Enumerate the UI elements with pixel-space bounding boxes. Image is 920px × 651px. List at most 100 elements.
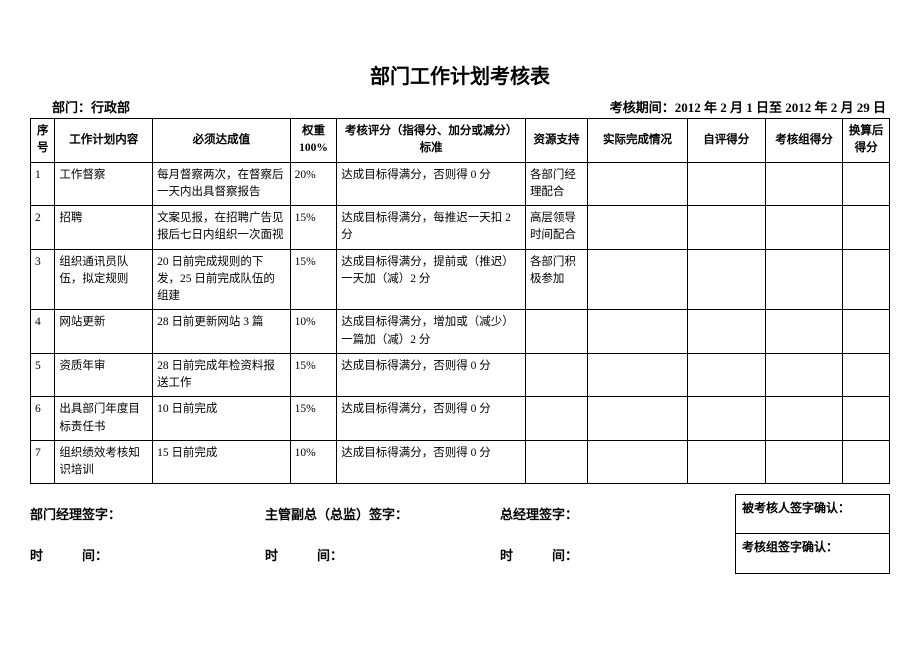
col-final: 换算后得分 — [843, 119, 890, 163]
table-header: 序号 工作计划内容 必须达成值 权重100% 考核评分（指得分、加分或减分）标准… — [31, 119, 890, 163]
table-row: 5资质年审28 日前完成年检资料报送工作15%达成目标得满分，否则得 0 分 — [31, 353, 890, 397]
cell-content: 组织绩效考核知识培训 — [55, 440, 153, 484]
vp-sign: 主管副总（总监）签字： — [265, 504, 500, 523]
cell-content: 招聘 — [55, 206, 153, 250]
cell-self — [687, 310, 765, 354]
col-group: 考核组得分 — [765, 119, 843, 163]
cell-resource: 各部门经理配合 — [525, 162, 587, 206]
cell-weight: 15% — [290, 249, 337, 310]
cell-weight: 15% — [290, 397, 337, 441]
cell-resource: 高层领导时间配合 — [525, 206, 587, 250]
cell-criteria: 达成目标得满分，否则得 0 分 — [337, 353, 526, 397]
cell-self — [687, 162, 765, 206]
cell-target: 15 日前完成 — [153, 440, 291, 484]
cell-self — [687, 440, 765, 484]
cell-content: 工作督察 — [55, 162, 153, 206]
time3: 时 间： — [500, 545, 735, 564]
cell-criteria: 达成目标得满分，增加或（减少）一篇加（减）2 分 — [337, 310, 526, 354]
cell-target: 28 日前完成年检资料报送工作 — [153, 353, 291, 397]
assessee-sign-box: 被考核人签字确认： — [735, 494, 890, 534]
cell-target: 20 日前完成规则的下发，25 日前完成队伍的组建 — [153, 249, 291, 310]
cell-criteria: 达成目标得满分，否则得 0 分 — [337, 397, 526, 441]
assessment-table: 序号 工作计划内容 必须达成值 权重100% 考核评分（指得分、加分或减分）标准… — [30, 118, 890, 484]
cell-actual — [588, 249, 688, 310]
cell-group — [765, 162, 843, 206]
cell-criteria: 达成目标得满分，否则得 0 分 — [337, 162, 526, 206]
cell-target: 文案见报，在招聘广告见报后七日内组织一次面视 — [153, 206, 291, 250]
cell-resource — [525, 440, 587, 484]
cell-actual — [588, 440, 688, 484]
cell-actual — [588, 162, 688, 206]
cell-resource — [525, 310, 587, 354]
col-weight: 权重100% — [290, 119, 337, 163]
cell-seq: 7 — [31, 440, 55, 484]
cell-self — [687, 353, 765, 397]
cell-criteria: 达成目标得满分，提前或（推迟）一天加（减）2 分 — [337, 249, 526, 310]
cell-target: 28 日前更新网站 3 篇 — [153, 310, 291, 354]
cell-resource: 各部门积极参加 — [525, 249, 587, 310]
cell-self — [687, 397, 765, 441]
cell-final — [843, 206, 890, 250]
cell-resource — [525, 353, 587, 397]
period-label: 考核期间：2012 年 2 月 1 日至 2012 年 2 月 29 日 — [610, 97, 886, 116]
cell-seq: 4 — [31, 310, 55, 354]
cell-criteria: 达成目标得满分，否则得 0 分 — [337, 440, 526, 484]
cell-content: 网站更新 — [55, 310, 153, 354]
header-row: 部门：行政部 考核期间：2012 年 2 月 1 日至 2012 年 2 月 2… — [30, 97, 890, 116]
cell-weight: 15% — [290, 206, 337, 250]
cell-actual — [588, 397, 688, 441]
col-self: 自评得分 — [687, 119, 765, 163]
col-seq: 序号 — [31, 119, 55, 163]
cell-actual — [588, 206, 688, 250]
cell-weight: 10% — [290, 440, 337, 484]
cell-weight: 15% — [290, 353, 337, 397]
cell-criteria: 达成目标得满分，每推迟一天扣 2 分 — [337, 206, 526, 250]
table-row: 1工作督察每月督察两次，在督察后一天内出具督察报告20%达成目标得满分，否则得 … — [31, 162, 890, 206]
col-criteria: 考核评分（指得分、加分或减分）标准 — [337, 119, 526, 163]
table-row: 7组织绩效考核知识培训15 日前完成10%达成目标得满分，否则得 0 分 — [31, 440, 890, 484]
cell-final — [843, 397, 890, 441]
cell-resource — [525, 397, 587, 441]
cell-group — [765, 310, 843, 354]
cell-weight: 20% — [290, 162, 337, 206]
cell-group — [765, 206, 843, 250]
table-row: 6出具部门年度目标责任书10 日前完成15%达成目标得满分，否则得 0 分 — [31, 397, 890, 441]
cell-final — [843, 310, 890, 354]
cell-final — [843, 440, 890, 484]
cell-seq: 6 — [31, 397, 55, 441]
cell-final — [843, 162, 890, 206]
cell-target: 10 日前完成 — [153, 397, 291, 441]
col-content: 工作计划内容 — [55, 119, 153, 163]
cell-weight: 10% — [290, 310, 337, 354]
group-sign-box: 考核组签字确认： — [735, 534, 890, 574]
cell-seq: 3 — [31, 249, 55, 310]
cell-final — [843, 249, 890, 310]
cell-final — [843, 353, 890, 397]
cell-actual — [588, 353, 688, 397]
cell-target: 每月督察两次，在督察后一天内出具督察报告 — [153, 162, 291, 206]
gm-sign: 总经理签字： — [500, 504, 735, 523]
cell-seq: 2 — [31, 206, 55, 250]
page-title: 部门工作计划考核表 — [30, 60, 890, 89]
cell-seq: 5 — [31, 353, 55, 397]
dept-label: 部门：行政部 — [34, 97, 130, 116]
cell-content: 组织通讯员队伍，拟定规则 — [55, 249, 153, 310]
col-resource: 资源支持 — [525, 119, 587, 163]
dept-mgr-sign: 部门经理签字： — [30, 504, 265, 523]
time2: 时 间： — [265, 545, 500, 564]
table-row: 2招聘文案见报，在招聘广告见报后七日内组织一次面视15%达成目标得满分，每推迟一… — [31, 206, 890, 250]
col-actual: 实际完成情况 — [588, 119, 688, 163]
cell-actual — [588, 310, 688, 354]
cell-group — [765, 440, 843, 484]
cell-content: 出具部门年度目标责任书 — [55, 397, 153, 441]
cell-seq: 1 — [31, 162, 55, 206]
col-target: 必须达成值 — [153, 119, 291, 163]
cell-group — [765, 397, 843, 441]
cell-content: 资质年审 — [55, 353, 153, 397]
time1: 时 间： — [30, 545, 265, 564]
signature-area: 部门经理签字： 时 间： 主管副总（总监）签字： 时 间： 总经理签字： 时 间… — [30, 494, 890, 574]
cell-group — [765, 249, 843, 310]
cell-self — [687, 249, 765, 310]
table-row: 3组织通讯员队伍，拟定规则20 日前完成规则的下发，25 日前完成队伍的组建15… — [31, 249, 890, 310]
cell-group — [765, 353, 843, 397]
